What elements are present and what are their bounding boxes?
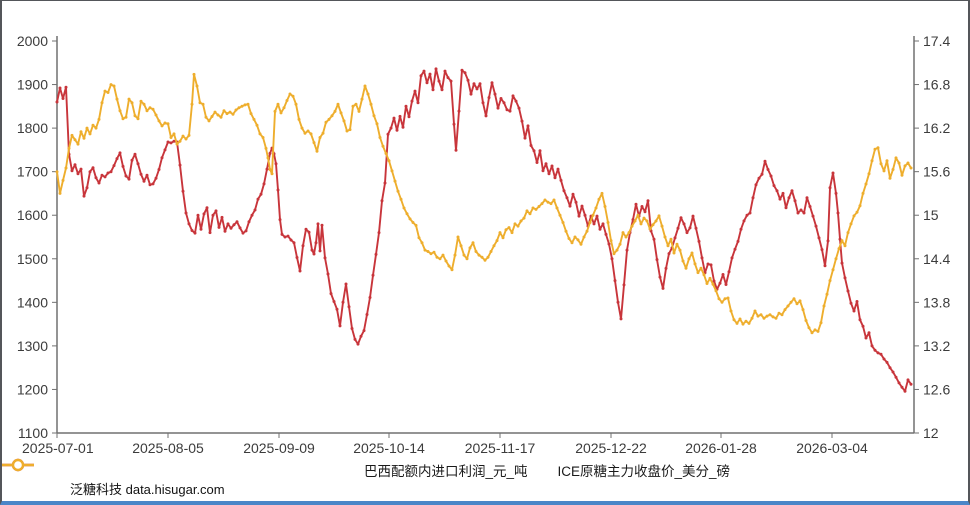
right-axis-tick-label: 17.4: [923, 33, 950, 49]
right-axis-tick-label: 13.8: [923, 294, 950, 310]
x-axis-tick-label: 2025-11-17: [465, 440, 536, 456]
right-axis-tick-label: 12: [923, 425, 939, 441]
right-axis-tick-label: 15.6: [923, 164, 950, 180]
axes: [56, 36, 915, 434]
left-axis-tick-label: 1800: [17, 120, 48, 136]
series-ice-close: [55, 72, 913, 335]
left-axis-tick-label: 1200: [17, 381, 48, 397]
legend-item-import-profit[interactable]: 巴西配额内进口利润_元_吨: [2, 458, 528, 480]
right-axis-tick-label: 14.4: [923, 251, 950, 267]
left-axis-tick-label: 1300: [17, 338, 48, 354]
right-axis-tick-label: 12.6: [923, 381, 950, 397]
legend-label: 巴西配额内进口利润_元_吨: [363, 464, 528, 479]
legend-label: ICE原糖主力收盘价_美分_磅: [557, 464, 731, 479]
x-axis-tick-label: 2025-09-09: [243, 440, 315, 456]
series-import-profit: [55, 67, 913, 393]
left-axis-tick-label: 1700: [17, 164, 48, 180]
left-axis-tick-label: 1500: [17, 251, 48, 267]
legend-item-ice-close[interactable]: ICE原糖主力收盘价_美分_磅: [2, 458, 731, 480]
left-axis-tick-label: 1400: [17, 294, 48, 310]
legend: 巴西配额内进口利润_元_吨 ICE原糖主力收盘价_美分_磅: [2, 458, 968, 482]
right-axis-tick-label: 16.8: [923, 77, 950, 93]
watermark: 泛糖科技 data.hisugar.com: [70, 482, 225, 497]
left-axis-tick-label: 2000: [17, 33, 48, 49]
right-axis-tick-label: 13.2: [923, 338, 950, 354]
left-axis-tick-label: 1600: [17, 207, 48, 223]
x-axis-tick-label: 2025-10-14: [353, 440, 425, 456]
x-axis-tick-label: 2025-12-22: [575, 440, 647, 456]
left-axis-tick-label: 1900: [17, 77, 48, 93]
tick-marks: [52, 40, 919, 438]
tick-labels: 2000 1900 1800 1700 1600 1500 1400 1300 1200 1100…: [17, 33, 951, 456]
left-axis-tick-label: 1100: [18, 425, 48, 441]
x-axis-tick-label: 2025-07-01: [22, 440, 94, 456]
x-axis-tick-label: 2026-01-28: [685, 440, 757, 456]
x-axis-tick-label: 2025-08-05: [132, 440, 204, 456]
yellow-line-marker-icon: [2, 458, 34, 472]
right-axis-tick-label: 15: [923, 207, 939, 223]
right-axis-tick-label: 16.2: [923, 120, 950, 136]
x-axis-tick-label: 2026-03-04: [796, 440, 868, 456]
